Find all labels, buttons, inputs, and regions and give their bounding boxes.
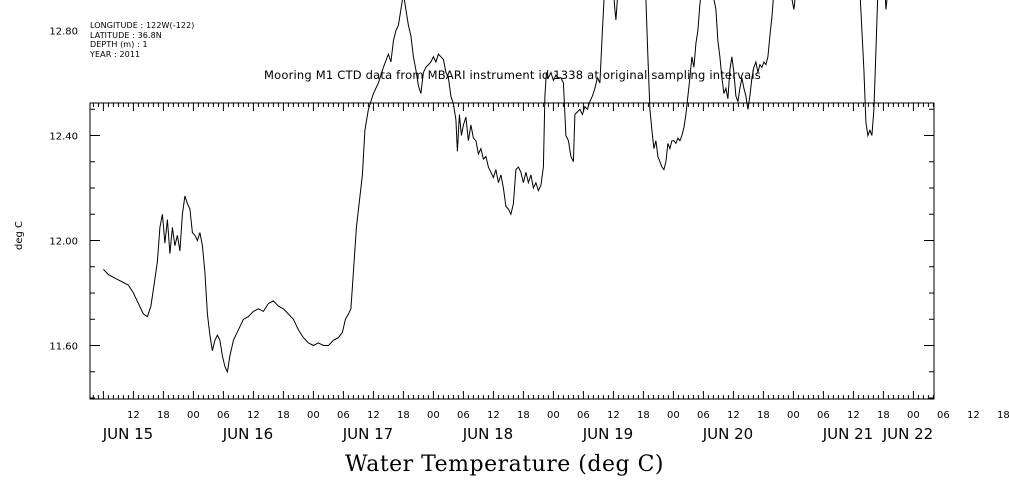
x-hour-label: 18 <box>277 410 290 421</box>
y-tick-label: 11.60 <box>49 342 78 353</box>
x-hour-label: 00 <box>907 410 920 421</box>
x-hour-label: 18 <box>517 410 530 421</box>
y-tick-label: 12.80 <box>49 27 78 38</box>
y-tick-label: 12.00 <box>49 237 78 248</box>
latitude-label: LATITUDE : 36.8N <box>90 30 162 40</box>
x-hour-label: 00 <box>307 410 320 421</box>
x-hour-label: 12 <box>967 410 980 421</box>
x-hour-label: 12 <box>127 410 140 421</box>
x-hour-label: 06 <box>457 410 470 421</box>
x-hour-label: 00 <box>427 410 440 421</box>
y-tick-label: 12.40 <box>49 132 78 143</box>
x-day-label: JUN 18 <box>462 425 513 443</box>
x-axis-title: Water Temperature (deg C) <box>345 452 664 477</box>
x-hour-label: 00 <box>667 410 680 421</box>
series-line <box>103 0 888 374</box>
x-hour-label: 12 <box>847 410 860 421</box>
x-hour-label: 18 <box>997 410 1009 421</box>
x-hour-label: 18 <box>637 410 650 421</box>
x-hour-label: 12 <box>607 410 620 421</box>
x-hour-label: 00 <box>787 410 800 421</box>
x-day-label: JUN 22 <box>882 425 933 443</box>
x-tick-labels: 12 18 00 06 12 18 00 06 12 18 00 06 12 18 00 06 12 18 00 06… <box>127 410 1009 421</box>
x-hour-label: 18 <box>877 410 890 421</box>
x-day-label: JUN 19 <box>582 425 633 443</box>
metadata-block: LONGITUDE : 122W(-122) LATITUDE : 36.8N … <box>90 21 195 59</box>
x-day-label: JUN 21 <box>822 425 873 443</box>
x-hour-label: 12 <box>487 410 500 421</box>
x-hour-label: 12 <box>367 410 380 421</box>
chart-title: Mooring M1 CTD data from MBARI instrumen… <box>264 68 761 82</box>
x-hour-label: 00 <box>547 410 560 421</box>
longitude-label: LONGITUDE : 122W(-122) <box>90 21 195 30</box>
x-day-label: JUN 20 <box>702 425 753 443</box>
x-hour-label: 18 <box>157 410 170 421</box>
x-hour-label: 12 <box>727 410 740 421</box>
year-label: YEAR : 2011 <box>90 49 141 59</box>
x-hour-label: 06 <box>217 410 230 421</box>
x-day-label: JUN 15 <box>102 425 153 443</box>
x-hour-label: 00 <box>187 410 200 421</box>
x-hour-label: 06 <box>817 410 830 421</box>
x-hour-label: 18 <box>757 410 770 421</box>
x-hour-label: 12 <box>247 410 260 421</box>
tick-marks <box>90 103 934 399</box>
x-day-label: JUN 16 <box>222 425 273 443</box>
x-hour-label: 06 <box>337 410 350 421</box>
depth-label: DEPTH (m) : 1 <box>90 40 148 49</box>
x-day-label: JUN 17 <box>342 425 393 443</box>
x-hour-label: 18 <box>397 410 410 421</box>
x-day-labels: JUN 15 JUN 16 JUN 17 JUN 18 JUN 19 JUN 20 JUN … <box>102 425 933 443</box>
x-hour-label: 06 <box>697 410 710 421</box>
x-hour-label: 06 <box>577 410 590 421</box>
x-hour-label: 06 <box>937 410 950 421</box>
plot-frame <box>89 102 935 400</box>
